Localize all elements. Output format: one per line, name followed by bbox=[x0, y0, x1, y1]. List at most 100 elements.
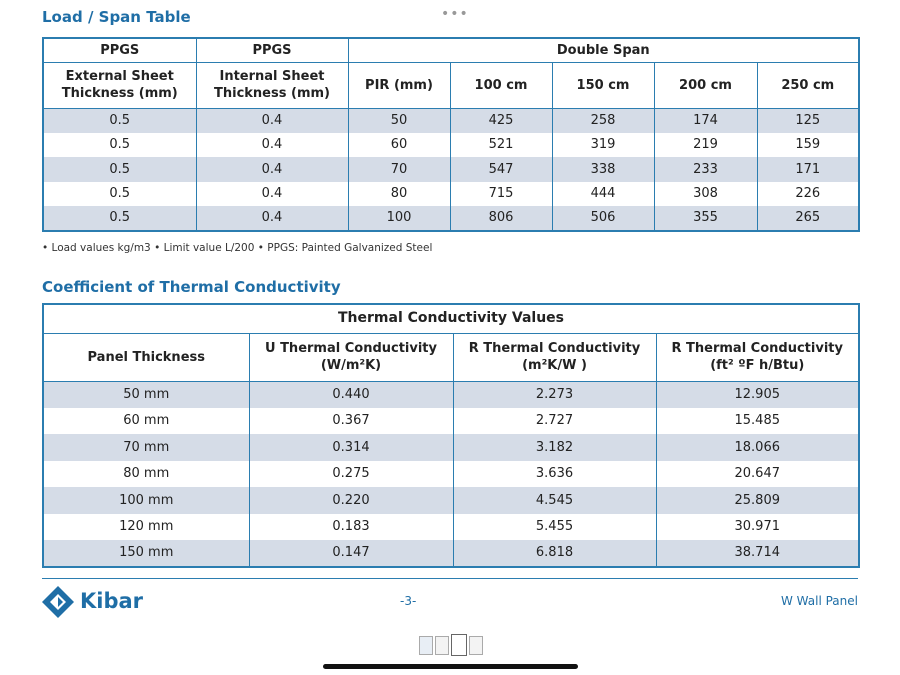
cell: 0.5 bbox=[42, 206, 196, 231]
cell: 100 bbox=[347, 206, 450, 231]
header-line: 150 cm bbox=[576, 77, 630, 93]
header-cell: R Thermal Conductivity (m²K/W ) bbox=[452, 333, 656, 382]
cell: 38.714 bbox=[655, 540, 859, 567]
cell: 120 mm bbox=[42, 513, 249, 540]
cell: 50 bbox=[347, 108, 450, 133]
cell: 70 bbox=[347, 157, 450, 182]
cell: 219 bbox=[653, 132, 757, 157]
header-line: Thickness (mm) bbox=[61, 86, 178, 101]
cell: 0.220 bbox=[248, 487, 453, 514]
header-line: PIR (mm) bbox=[365, 77, 433, 93]
cell: 233 bbox=[653, 157, 757, 182]
header-line: 100 cm bbox=[474, 77, 528, 93]
cell: 0.440 bbox=[248, 381, 453, 408]
footer-rule bbox=[42, 578, 858, 579]
data-row: 120 mm 0.183 5.455 30.971 bbox=[42, 513, 859, 540]
cell: 806 bbox=[449, 206, 552, 231]
cell: 159 bbox=[756, 132, 860, 157]
cell: 4.545 bbox=[452, 487, 656, 514]
cell: 15.485 bbox=[655, 407, 859, 434]
cell: 0.183 bbox=[248, 513, 453, 540]
cell: 0.4 bbox=[195, 108, 348, 133]
cell: 20.647 bbox=[655, 460, 859, 487]
thumbnails[interactable] bbox=[419, 634, 483, 656]
header-line: (W/m²K) bbox=[320, 358, 382, 373]
header-line: Thickness (mm) bbox=[214, 86, 330, 101]
cell: 18.066 bbox=[655, 434, 859, 461]
data-row: 0.5 0.4 60 521 319 219 159 bbox=[42, 132, 860, 157]
cell: 80 mm bbox=[42, 460, 249, 487]
cell: 6.818 bbox=[452, 540, 656, 567]
header-row: External Sheet Thickness (mm) Internal She… bbox=[42, 62, 860, 109]
brand: Kibar bbox=[80, 589, 144, 613]
thermal-table: Thermal Conductivity Values Panel Thickne… bbox=[42, 303, 860, 568]
header-line: U Thermal Conductivity bbox=[264, 341, 437, 356]
header-cell: R Thermal Conductivity (ft² ºF h/Btu) bbox=[655, 333, 859, 382]
cell: 174 bbox=[653, 108, 757, 133]
cell: 150 mm bbox=[42, 540, 249, 567]
cell: 0.5 bbox=[42, 108, 196, 133]
header-line: (ft² ºF h/Btu) bbox=[710, 358, 805, 373]
cell: 2.727 bbox=[452, 407, 656, 434]
header-line: 200 cm bbox=[679, 77, 732, 93]
cell: 0.4 bbox=[195, 132, 348, 157]
cell: 715 bbox=[449, 181, 552, 206]
cell: 258 bbox=[551, 108, 654, 133]
data-row: 100 mm 0.220 4.545 25.809 bbox=[42, 487, 859, 514]
cell: 80 bbox=[347, 181, 450, 206]
header-cell: 200 cm bbox=[653, 62, 757, 109]
data-row: 60 mm 0.367 2.727 15.485 bbox=[42, 407, 859, 434]
header-cell: External Sheet Thickness (mm) bbox=[42, 62, 196, 109]
cell: 0.275 bbox=[248, 460, 453, 487]
cell: 50 mm bbox=[42, 381, 249, 408]
load-span-table: PPGS PPGS Double Span External Sheet Thickne… bbox=[42, 37, 861, 232]
header-cell: Internal Sheet Thickness (mm) bbox=[195, 62, 348, 109]
header-line: 250 cm bbox=[781, 77, 835, 93]
data-row: 0.5 0.4 50 425 258 174 125 bbox=[42, 108, 860, 133]
caption-row: Thermal Conductivity Values bbox=[42, 304, 859, 334]
cell: 0.5 bbox=[42, 157, 196, 182]
cell: 60 mm bbox=[42, 407, 249, 434]
cell: 2.273 bbox=[452, 381, 656, 408]
cell: 226 bbox=[756, 181, 860, 206]
cell: 0.4 bbox=[195, 181, 348, 206]
cell: 100 mm bbox=[42, 487, 249, 514]
header-cell: PIR (mm) bbox=[347, 62, 450, 109]
cell: 355 bbox=[653, 206, 757, 231]
data-row: 150 mm 0.147 6.818 38.714 bbox=[42, 540, 859, 567]
header-row: PPGS PPGS Double Span bbox=[42, 38, 860, 63]
cell: 0.4 bbox=[195, 206, 348, 231]
cell: 521 bbox=[449, 132, 552, 157]
header-line: Internal Sheet bbox=[219, 69, 325, 84]
cell: 0.314 bbox=[248, 434, 453, 461]
cell: 0.5 bbox=[42, 181, 196, 206]
cell: 171 bbox=[756, 157, 860, 182]
page-number: -3- bbox=[400, 594, 417, 608]
header-cell: Double Span bbox=[347, 38, 860, 63]
section-title: Load / Span Table bbox=[42, 8, 191, 26]
header-cell: 150 cm bbox=[551, 62, 654, 109]
header-cell: 100 cm bbox=[449, 62, 552, 109]
cell: 0.147 bbox=[248, 540, 453, 567]
header-line: R Thermal Conductivity bbox=[671, 341, 843, 356]
cell: 425 bbox=[449, 108, 552, 133]
header-line: External Sheet bbox=[65, 69, 174, 84]
data-row: 70 mm 0.314 3.182 18.066 bbox=[42, 434, 859, 461]
cell: 0.5 bbox=[42, 132, 196, 157]
cell: 12.905 bbox=[655, 381, 859, 408]
header-line: R Thermal Conductivity bbox=[468, 341, 641, 356]
header-cell: PPGS bbox=[195, 38, 348, 63]
cell: 338 bbox=[551, 157, 654, 182]
cell: 60 bbox=[347, 132, 450, 157]
home-indicator[interactable] bbox=[323, 664, 578, 669]
cell: 265 bbox=[756, 206, 860, 231]
cell: 3.182 bbox=[452, 434, 656, 461]
data-row: 0.5 0.4 70 547 338 233 171 bbox=[42, 157, 860, 182]
product: W Wall Panel bbox=[781, 594, 858, 608]
data-row: 80 mm 0.275 3.636 20.647 bbox=[42, 460, 859, 487]
cell: 125 bbox=[756, 108, 860, 133]
cell: 30.971 bbox=[655, 513, 859, 540]
cell: 0.4 bbox=[195, 157, 348, 182]
note: • Load values kg/m3 • Limit value L/200 … bbox=[42, 242, 433, 254]
